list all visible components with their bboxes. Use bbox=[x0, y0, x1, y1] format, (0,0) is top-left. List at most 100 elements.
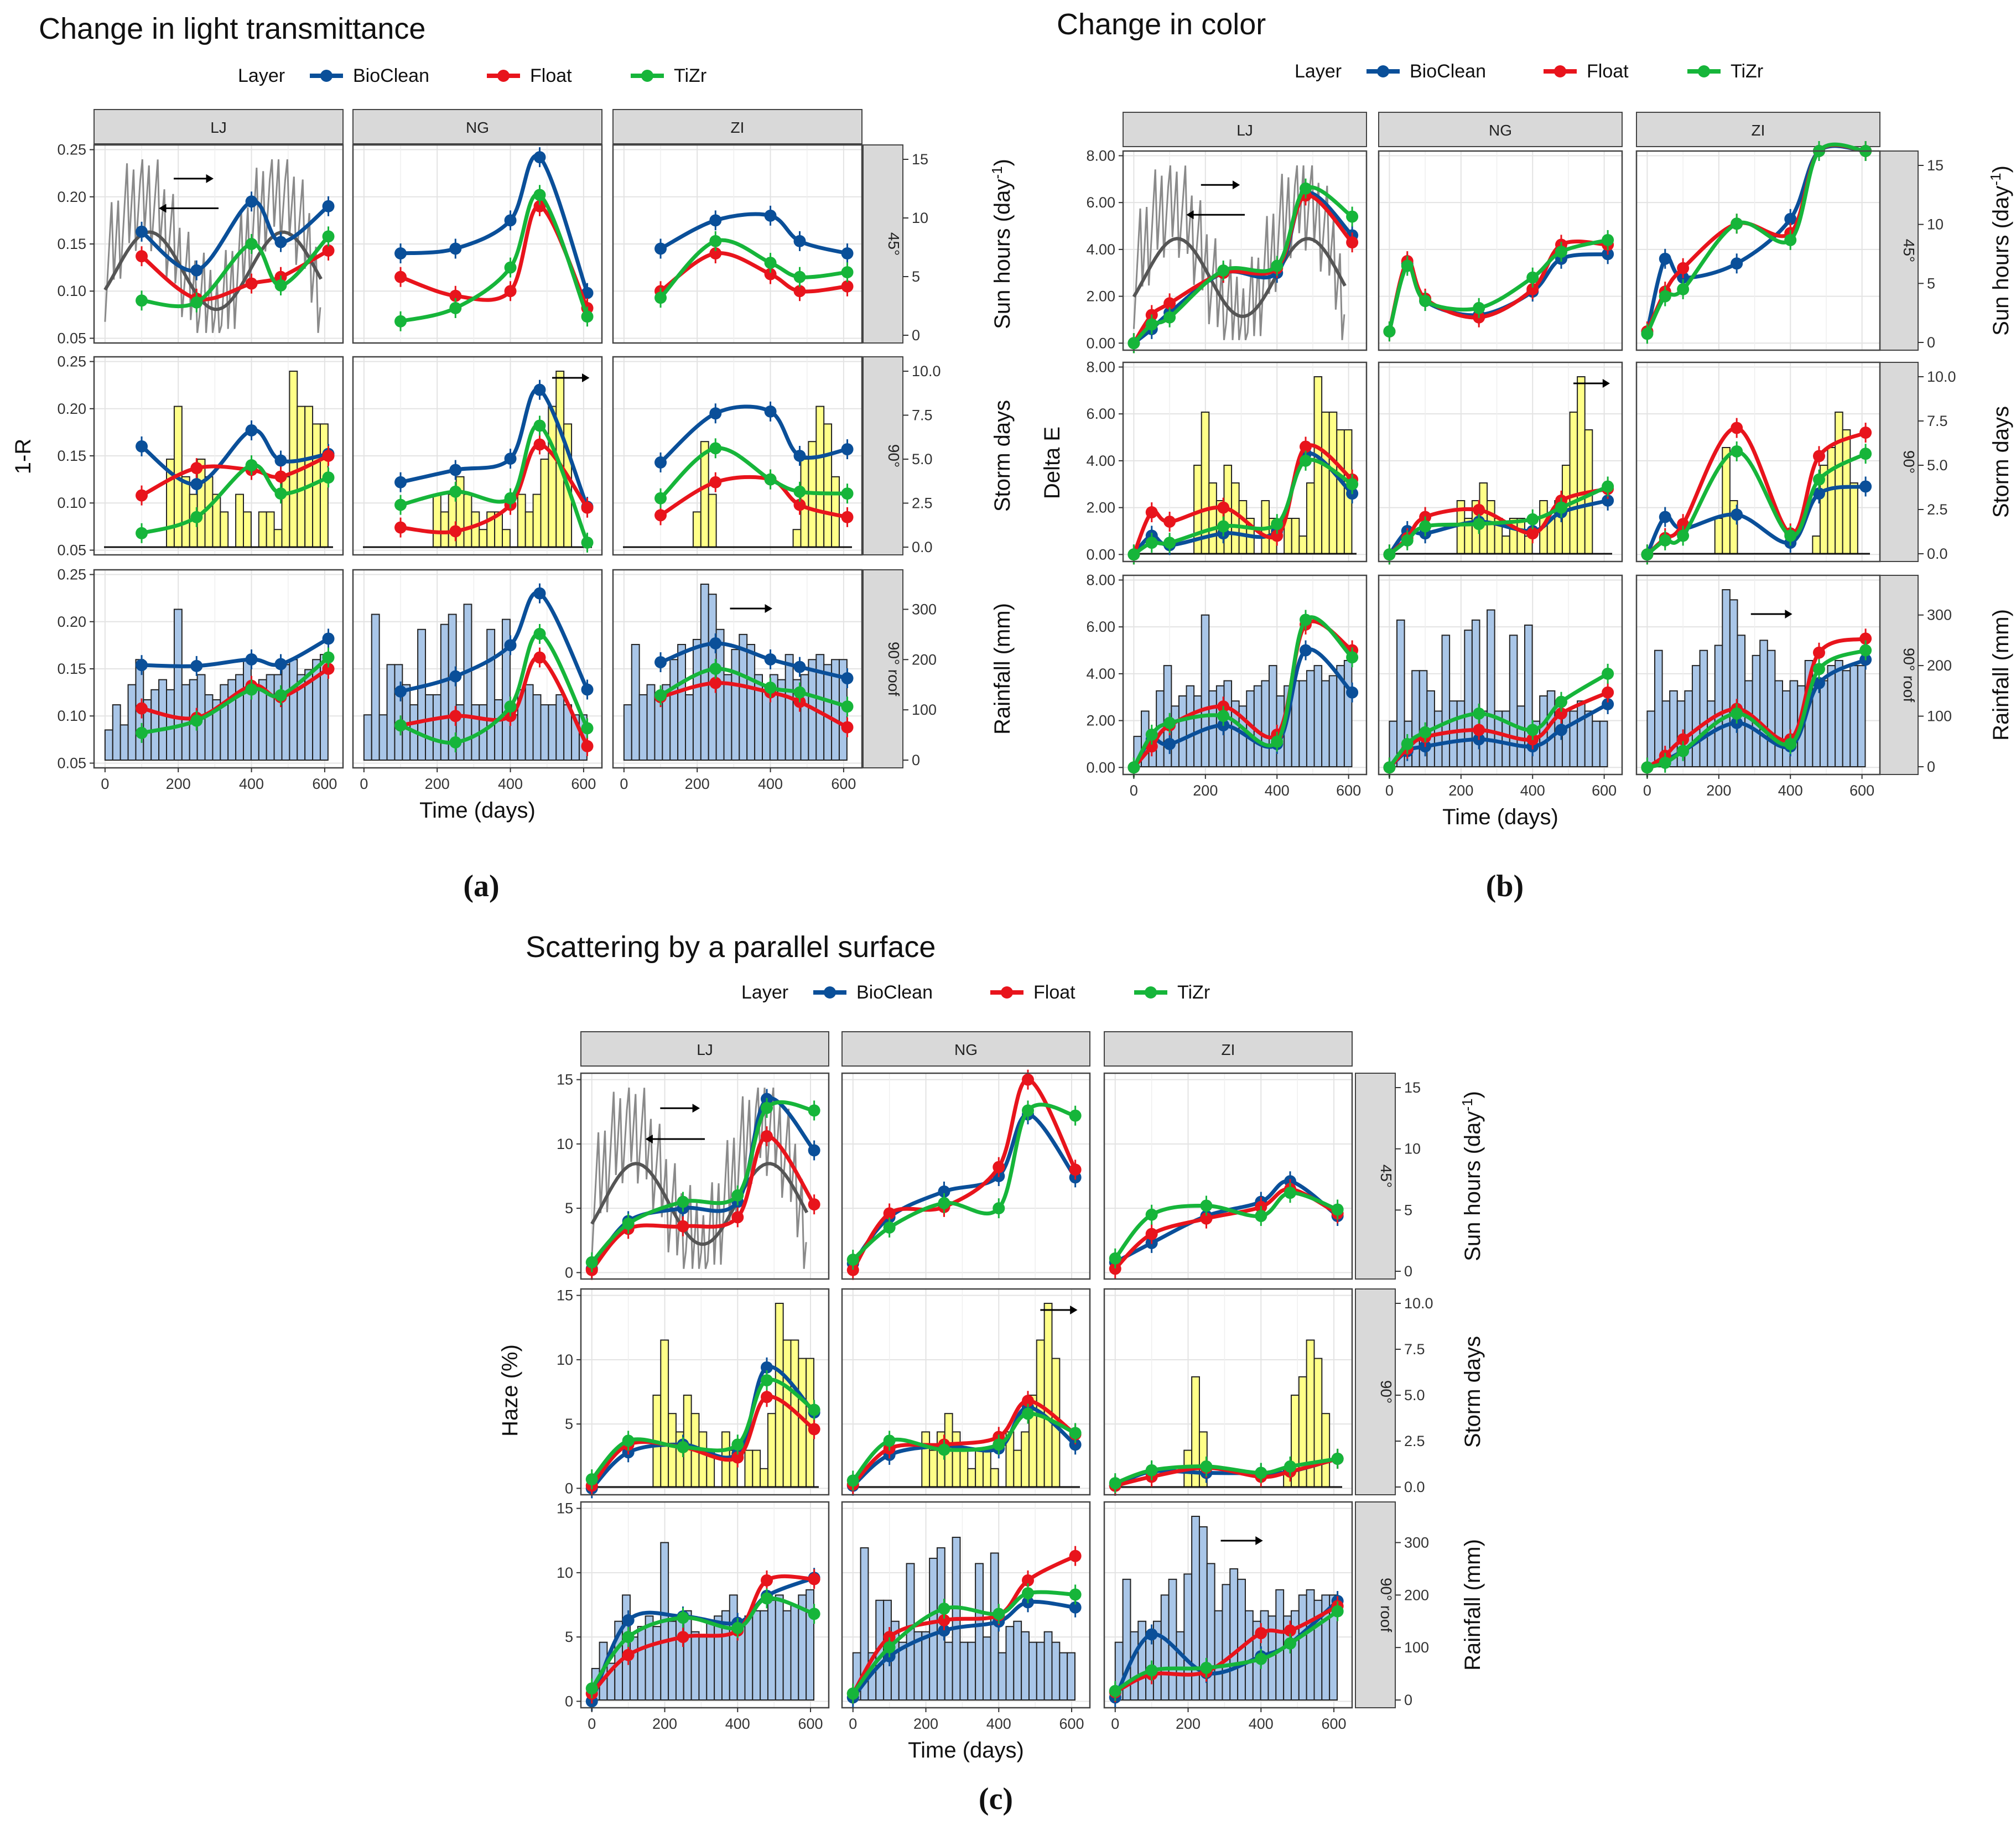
data-point-bioclean bbox=[274, 658, 287, 670]
rain-bar bbox=[1298, 1594, 1307, 1701]
data-point-tizr bbox=[1346, 651, 1359, 664]
secondary-tick-label: 200 bbox=[1404, 1587, 1429, 1603]
storm-bar bbox=[273, 529, 283, 548]
data-point-tizr bbox=[677, 1611, 689, 1624]
data-point-tizr bbox=[1069, 1109, 1082, 1122]
data-point-tizr bbox=[504, 261, 517, 274]
data-point-tizr bbox=[245, 238, 258, 250]
data-point-float bbox=[1145, 740, 1158, 753]
chart-panel-c: Scattering by a parallel surface Layer Bio… bbox=[498, 930, 1485, 1816]
facet-strip-lj bbox=[93, 109, 344, 144]
data-point-tizr bbox=[1784, 233, 1797, 246]
data-point-tizr bbox=[1784, 737, 1797, 750]
rain-bar bbox=[1328, 675, 1338, 768]
rain-bar bbox=[1028, 1641, 1037, 1701]
data-point-bioclean bbox=[793, 235, 806, 247]
storm-bar bbox=[281, 476, 290, 548]
data-point-tizr bbox=[585, 1473, 598, 1486]
rain-bar bbox=[1592, 720, 1601, 767]
data-point-float bbox=[1602, 686, 1614, 699]
data-point-tizr bbox=[846, 1687, 859, 1700]
facet-lj-2: 0.05 0.10 0.15 0.20 0.25 0 200 400 600 bbox=[57, 566, 344, 792]
secondary-axis-label-close: ) bbox=[1461, 1091, 1485, 1098]
x-axis-label: Time (days) bbox=[419, 798, 536, 823]
data-point-tizr bbox=[1526, 513, 1539, 526]
data-point-tizr bbox=[1641, 761, 1654, 774]
data-point-tizr bbox=[1145, 1208, 1158, 1221]
facet-row-label: 45° bbox=[1378, 1164, 1395, 1188]
rain-bar bbox=[975, 1563, 984, 1701]
facet-zi-2: 0 200 400 600 bbox=[612, 569, 863, 792]
rain-bar bbox=[1759, 640, 1768, 768]
secondary-axis-label-text: Sun hours (day-1) bbox=[1987, 165, 2013, 336]
secondary-tick-label: 10 bbox=[1404, 1141, 1421, 1157]
legend-item-tizr: TiZr bbox=[1687, 61, 1763, 82]
storm-bar bbox=[660, 1339, 669, 1488]
rain-bar bbox=[1214, 1610, 1223, 1701]
data-point-tizr bbox=[1555, 501, 1567, 514]
rain-bar bbox=[250, 689, 259, 761]
y-tick-label: 5 bbox=[565, 1629, 573, 1645]
data-point-float bbox=[764, 268, 777, 280]
storm-bar bbox=[744, 1449, 754, 1488]
data-point-bioclean bbox=[394, 247, 407, 260]
x-tick-label: 0 bbox=[620, 776, 628, 792]
data-point-tizr bbox=[1602, 480, 1614, 493]
facet-strip-label: ZI bbox=[1752, 122, 1765, 139]
rain-bar bbox=[1059, 1652, 1068, 1701]
data-point-tizr bbox=[136, 527, 148, 539]
facet-strip-row bbox=[862, 356, 903, 555]
rain-bar bbox=[631, 644, 640, 761]
storm-bar bbox=[1487, 500, 1495, 554]
legend-label: BioClean bbox=[353, 65, 429, 86]
rain-bar bbox=[1005, 1626, 1015, 1701]
y-tick-label: 15 bbox=[557, 1287, 573, 1304]
data-point-bioclean bbox=[938, 1624, 950, 1637]
secondary-axis-label: Storm days bbox=[990, 400, 1015, 512]
rain-bar bbox=[744, 1615, 754, 1701]
data-point-tizr bbox=[1859, 644, 1872, 657]
facet-strip-zi bbox=[1636, 112, 1880, 147]
data-point-float bbox=[1677, 262, 1690, 274]
data-point-bioclean bbox=[622, 1614, 635, 1626]
secondary-tick-label: 100 bbox=[912, 701, 937, 718]
legend-label: TiZr bbox=[1177, 982, 1210, 1003]
rain-bar bbox=[1849, 665, 1858, 767]
y-axis-label: Delta E bbox=[1040, 427, 1064, 499]
rain-bar bbox=[1183, 1573, 1193, 1701]
y-tick-label: 0.05 bbox=[57, 330, 86, 346]
y-tick-label: 0.10 bbox=[57, 708, 86, 724]
y-tick-label: 4.00 bbox=[1086, 241, 1115, 258]
data-point-bioclean bbox=[533, 383, 546, 396]
axis-arrow-right-head bbox=[206, 174, 214, 183]
data-point-tizr bbox=[394, 315, 407, 327]
data-point-tizr bbox=[1300, 614, 1312, 626]
secondary-tick-label: 0 bbox=[1404, 1692, 1412, 1708]
secondary-tick-label: 2.5 bbox=[1927, 501, 1948, 518]
secondary-tick-label: 5 bbox=[1404, 1202, 1412, 1218]
rain-bar bbox=[1782, 690, 1791, 768]
rain-bar bbox=[646, 684, 656, 761]
storm-bar bbox=[1321, 412, 1330, 554]
series-line-tizr bbox=[658, 446, 849, 501]
rain-bar bbox=[1487, 609, 1495, 767]
axis-arrow-right-head bbox=[1602, 379, 1610, 388]
rain-bar bbox=[1253, 685, 1262, 767]
data-point-bioclean bbox=[245, 653, 258, 666]
facet-ng-1 bbox=[352, 356, 603, 556]
rain-bar bbox=[220, 684, 229, 761]
rain-bar bbox=[784, 654, 794, 761]
x-tick-label: 200 bbox=[425, 776, 450, 792]
rain-bar bbox=[289, 659, 298, 761]
data-point-tizr bbox=[1200, 1199, 1213, 1212]
rain-bar bbox=[548, 704, 557, 761]
y-tick-label: 4.00 bbox=[1086, 666, 1115, 682]
secondary-tick-label: 5.0 bbox=[1927, 457, 1948, 474]
y-tick-label: 15 bbox=[557, 1072, 573, 1088]
data-point-bioclean bbox=[709, 407, 722, 420]
data-point-tizr bbox=[1473, 301, 1485, 314]
series-line-bioclean bbox=[398, 590, 589, 694]
data-point-tizr bbox=[1109, 1252, 1121, 1265]
rain-bar bbox=[944, 1641, 953, 1701]
secondary-tick-label: 10 bbox=[912, 210, 928, 226]
